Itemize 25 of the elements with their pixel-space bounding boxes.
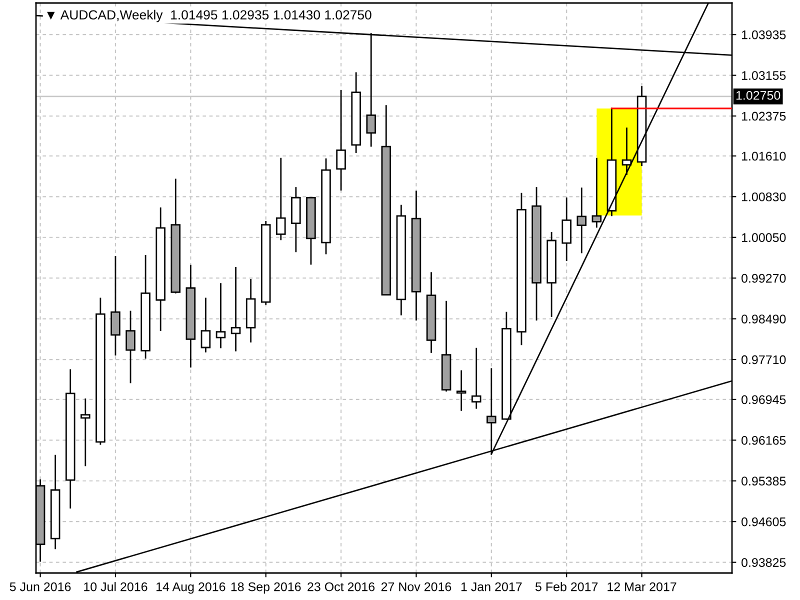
ref-line-label: 1.02750 (736, 90, 780, 100)
y-tick-label: 0.94605 (742, 517, 786, 526)
x-tick-label: 23 Oct 2016 (308, 582, 375, 592)
y-tick-label: 0.93825 (742, 558, 786, 567)
y-tick-label: 0.96945 (742, 395, 786, 404)
y-tick-label: 1.03935 (742, 30, 786, 40)
y-tick-label: 1.00050 (742, 233, 786, 242)
y-tick-label: 0.96165 (742, 436, 786, 445)
y-tick-label: 1.00830 (742, 192, 786, 202)
x-tick-label: 14 Aug 2016 (156, 582, 226, 594)
chart-title: ▼ AUDCAD,Weekly 1.01495 1.02935 1.01430 1.02750 (47, 10, 372, 22)
x-tick-label: 1 Jan 2017 (461, 582, 522, 592)
y-tick-label: 0.97710 (742, 355, 786, 364)
x-tick-label: 18 Sep 2016 (231, 582, 301, 594)
x-tick-label: 27 Nov 2016 (381, 582, 452, 592)
y-tick-label: 0.98490 (742, 314, 786, 324)
x-tick-label: 12 Mar 2017 (608, 582, 676, 592)
x-tick-label: 5 Jun 2016 (10, 582, 71, 592)
y-tick-label: 1.02375 (742, 112, 786, 121)
x-tick-label: 10 Jul 2016 (84, 582, 148, 592)
y-tick-label: 1.01610 (742, 152, 786, 161)
y-tick-label: 0.95385 (742, 476, 786, 486)
x-tick-label: 5 Feb 2017 (535, 582, 598, 592)
y-tick-label: 0.99270 (742, 274, 786, 283)
y-tick-label: 1.03155 (742, 71, 786, 80)
